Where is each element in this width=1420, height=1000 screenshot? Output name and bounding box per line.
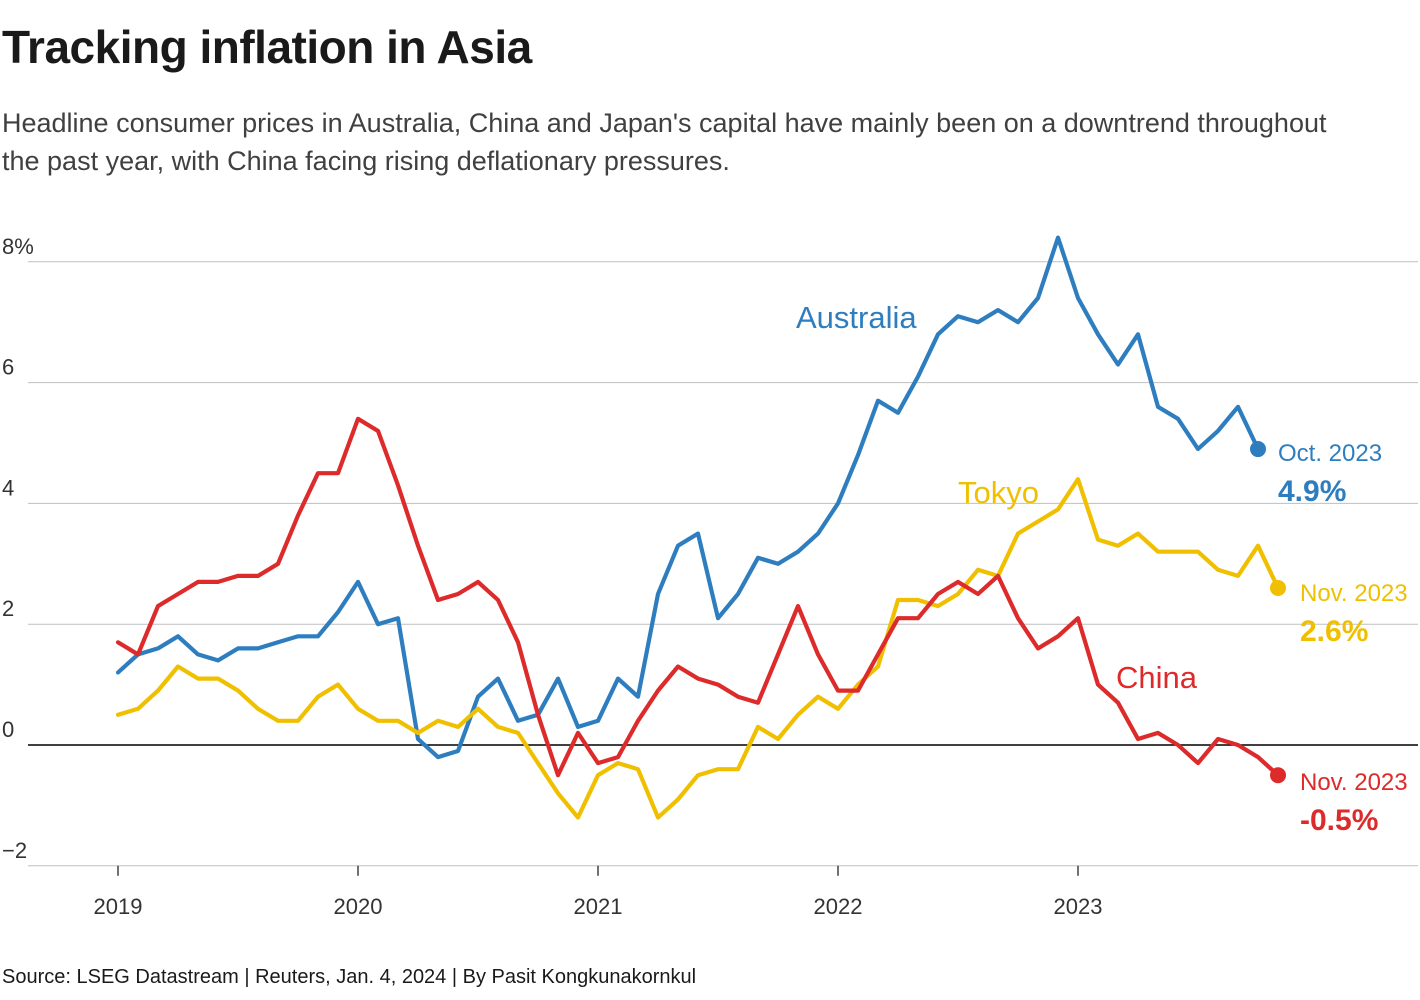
x-tick-label: 2021 [574,894,623,919]
x-tick-label: 2023 [1054,894,1103,919]
y-tick-label: 0 [2,717,14,742]
y-tick-label: 6 [2,355,14,380]
chart-subtitle: Headline consumer prices in Australia, C… [2,108,1327,176]
end-label-period-australia: Oct. 2023 [1278,440,1382,467]
series-line-china [115,416,1281,778]
source-note: Source: LSEG Datastream | Reuters, Jan. … [2,966,697,988]
series-label-tokyo: Tokyo [958,475,1039,510]
y-tick-label: 2 [2,596,14,621]
end-marker-tokyo [1270,579,1286,596]
series-label-australia: Australia [796,300,917,335]
y-tick-label: −2 [2,838,27,863]
end-marker-australia [1250,441,1266,458]
series-line-australia [115,235,1261,760]
end-label-period-tokyo: Nov. 2023 [1300,580,1408,607]
series-line-tokyo [115,477,1281,820]
chart-title: Tracking inflation in Asia [2,21,532,73]
end-label-value-china: -0.5% [1300,804,1378,837]
x-tick-label: 2019 [94,894,143,919]
y-tick-label: 4 [2,475,14,500]
end-label-value-tokyo: 2.6% [1300,615,1368,648]
end-label-period-china: Nov. 2023 [1300,769,1408,796]
series-label-china: China [1116,660,1198,695]
end-marker-china [1270,767,1286,784]
end-label-value-australia: 4.9% [1278,475,1346,508]
x-tick-label: 2022 [814,894,863,919]
x-tick-label: 2020 [334,894,383,919]
y-tick-label: 8% [2,234,34,259]
